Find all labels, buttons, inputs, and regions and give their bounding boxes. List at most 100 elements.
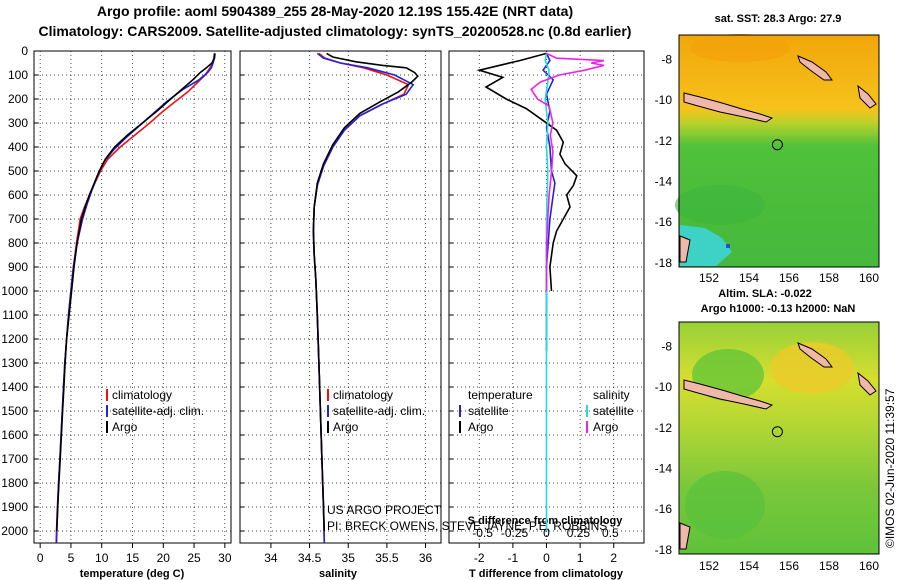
depth-tick-label: 900 [8,260,28,274]
temperature-legend: climatology satellite-adj. clim. Argo [106,388,204,434]
legend-t-satellite-swatch [459,405,461,417]
sla-land-new-guinea [683,379,774,410]
depth-tick-label: 500 [8,164,28,178]
profile-lines [55,52,605,544]
sst-latitude-tick-label: -12 [655,134,673,148]
legend-s-argo-label: Argo [593,420,619,434]
climatology-title: Climatology: CARS2009. Satellite-adjuste… [38,23,632,39]
sst-map-frame [678,34,880,268]
salinity-tick-label: 35.5 [375,551,399,565]
salinity-axis-label: salinity [319,568,358,580]
sst-cyan-patch [680,225,732,266]
s-difference-tick-label: 0.25 [567,526,591,540]
sla-map-subtitle: Argo h1000: -0.13 h2000: NaN [701,303,856,315]
temperature-tick-label: 15 [126,551,140,565]
sst-land-new-britain [797,55,833,81]
depth-tick-label: 1400 [1,380,28,394]
salinity-tick-label: 34 [264,551,278,565]
credit-project: US ARGO PROJECT [327,503,442,517]
depth-tick-label: 0 [21,44,28,58]
s-difference-tick-label: -0.5 [472,526,493,540]
depth-tick-label: 200 [8,92,28,106]
legend-s-satellite-label: satellite [593,404,634,418]
depth-tick-label: 1500 [1,404,28,418]
sst-warm-patch [690,34,790,62]
salinity-tick-labels: 34 34.5 35 35.5 36 [264,551,432,565]
legend-climatology-swatch [327,389,329,401]
sla-latitude-tick-label: -14 [655,462,673,476]
depth-tick-label: 1900 [1,500,28,514]
grid-layer [34,50,644,548]
legend-temperature-title: temperature [468,388,533,402]
temperature-argo-line [56,53,216,532]
s-difference-tick-labels: -0.5 -0.25 0 0.25 0.5 [472,526,619,540]
depth-tick-label: 1800 [1,476,28,490]
sst-longitude-tick-labels: 152 154 156 158 160 [699,271,879,285]
sla-longitude-tick-label: 158 [819,559,839,573]
t-difference-tick-label: 1 [577,551,584,565]
s-difference-tick-label: 0 [543,526,550,540]
sst-map-title: sat. SST: 28.3 Argo: 27.9 [715,13,842,25]
temperature-tick-label: 25 [187,551,201,565]
profile-title: Argo profile: aoml 5904389_255 28-May-20… [96,3,574,19]
sst-blue-cell [726,244,730,248]
s-difference-tick-label: 0.5 [602,526,619,540]
depth-tick-label: 800 [8,236,28,250]
sst-longitude-tick-label: 152 [699,271,719,285]
legend-satellite-label: satellite-adj. clim. [112,404,204,418]
depth-tick-label: 100 [8,68,28,82]
sst-latitude-tick-label: -8 [661,52,672,66]
temperature-tick-label: 10 [95,551,109,565]
sla-latitude-tick-label: -16 [655,502,673,516]
difference-legend: temperature salinity satellite Argo sate… [459,388,634,434]
legend-s-argo-swatch [586,421,588,433]
salinity-tick-label: 36 [419,551,433,565]
legend-satellite-label: satellite-adj. clim. [333,404,425,418]
sla-latitude-tick-label: -18 [655,543,673,557]
t-difference-tick-label: -1 [508,551,519,565]
sst-longitude-tick-label: 156 [779,271,799,285]
legend-argo-swatch [327,421,329,433]
s-diff-argo-line [530,52,605,291]
sla-longitude-tick-label: 156 [779,559,799,573]
legend-t-argo-swatch [459,421,461,433]
sla-map [678,321,880,555]
imos-timestamp: ©IMOS 02-Jun-2020 11:39:57 [883,388,897,548]
sla-profile-marker [771,426,783,438]
sla-latitude-tick-label: -10 [655,380,673,394]
t-diff-argo-line [476,52,578,292]
temperature-axes-frame [33,50,232,544]
salinity-argo-line [312,52,419,532]
t-difference-tick-label: 2 [610,551,617,565]
depth-tick-label: 300 [8,116,28,130]
depth-tick-label: 1300 [1,356,28,370]
depth-tick-label: 600 [8,188,28,202]
title-block: Argo profile: aoml 5904389_255 28-May-20… [0,0,670,40]
sla-land-solomon [857,371,877,396]
sst-latitude-tick-label: -16 [655,215,673,229]
legend-climatology-swatch [106,389,108,401]
legend-satellite-swatch [327,405,329,417]
legend-argo-label: Argo [112,420,138,434]
sla-low-patch-south [685,471,765,539]
sst-longitude-tick-label: 158 [819,271,839,285]
legend-salinity-title: salinity [593,388,630,402]
legend-argo-swatch [106,421,108,433]
temperature-tick-label: 5 [68,551,75,565]
salinity-tick-label: 35 [342,551,356,565]
salinity-legend: climatology satellite-adj. clim. Argo [327,388,425,434]
sst-field [679,35,879,267]
sla-high-patch [770,342,854,394]
sla-latitude-tick-label: -12 [655,421,673,435]
sla-longitude-tick-label: 154 [739,559,759,573]
sla-longitude-tick-labels: 152 154 156 158 160 [699,559,879,573]
salinity-axes-frame [239,50,442,544]
temperature-tick-label: 20 [157,551,171,565]
depth-tick-label: 1700 [1,452,28,466]
sla-longitude-tick-label: 152 [699,559,719,573]
t-difference-axis-label: T difference from climatology [469,568,624,580]
depth-tick-label: 1000 [1,284,28,298]
temperature-tick-label: 30 [218,551,232,565]
sla-land-australia [679,522,691,550]
